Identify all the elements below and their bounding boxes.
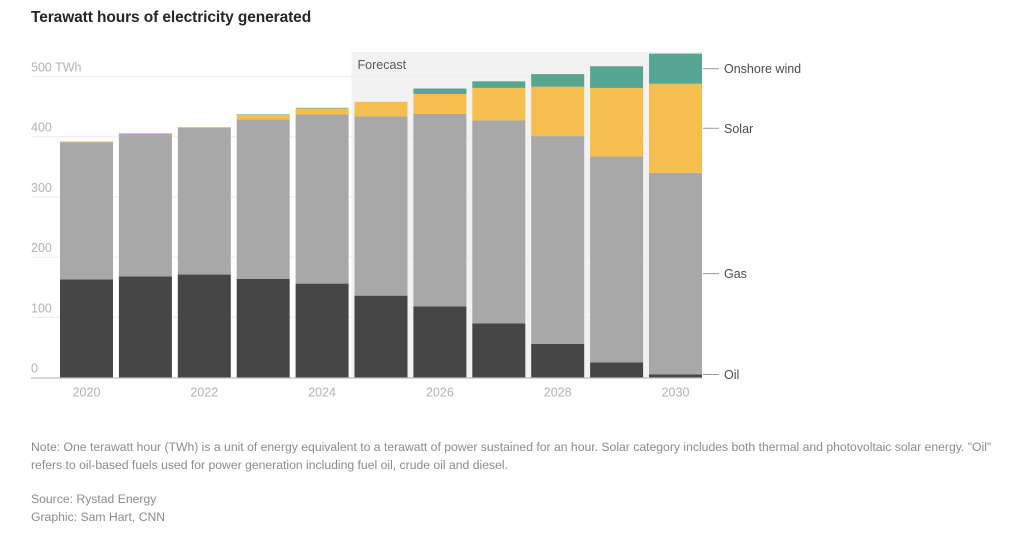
bar-solar-2029: [590, 87, 644, 157]
bar-solar-2030: [649, 83, 702, 173]
y-tick-label: 0: [31, 362, 38, 376]
bar-oil-2026: [413, 306, 467, 378]
source-text: Source: Rystad Energy: [31, 492, 157, 506]
y-tick-label: 300: [31, 181, 52, 195]
bar-gas-2029: [590, 156, 644, 363]
chart-title: Terawatt hours of electricity generated: [31, 9, 312, 26]
bar-stack-2020: [60, 141, 113, 378]
bar-stack-2021: [118, 133, 172, 378]
bar-stack-2023: [236, 114, 290, 378]
forecast-label: Forecast: [358, 58, 407, 72]
y-tick-label: 500 TWh: [31, 61, 82, 75]
bar-onshore-wind-2026: [413, 88, 467, 94]
bar-stack-2024: [295, 107, 349, 378]
bar-onshore-wind-2024: [295, 107, 349, 109]
x-tick-label: 2024: [308, 386, 336, 400]
bar-gas-2026: [413, 113, 467, 307]
bar-oil-2029: [590, 362, 644, 378]
bar-solar-2027: [472, 87, 526, 121]
stacked-bar-chart: Forecast 0 100 200 300 400 500 TWh 2020 2022 202…: [31, 52, 801, 400]
y-tick-label: 400: [31, 121, 52, 135]
x-tick-label: 2022: [190, 386, 218, 400]
bar-solar-2021: [118, 133, 172, 134]
legend-label-gas: Gas: [724, 267, 747, 281]
legend-label-solar: Solar: [724, 122, 753, 136]
bar-solar-2022: [177, 127, 231, 128]
footnote: Note: One terawatt hour (TWh) is a unit …: [31, 440, 992, 472]
bar-gas-2030: [649, 172, 702, 375]
bar-oil-2027: [472, 323, 526, 378]
x-tick-label: 2026: [426, 386, 454, 400]
x-tick-label: 2020: [73, 386, 101, 400]
bar-gas-2023: [236, 119, 290, 279]
y-tick-label: 200: [31, 241, 52, 255]
bar-gas-2024: [295, 114, 349, 284]
bar-oil-2023: [236, 278, 290, 378]
x-tick-label: 2028: [544, 386, 572, 400]
bars: [60, 53, 702, 378]
forecast-band-layer: Forecast: [351, 52, 702, 378]
bar-stack-2026: [413, 88, 467, 378]
bar-oil-2020: [60, 279, 113, 378]
bar-oil-2021: [118, 276, 172, 378]
y-tick-label: 100: [31, 301, 52, 315]
bar-stack-2030: [649, 53, 702, 378]
axes: 0 100 200 300 400 500 TWh 2020 2022 2024 2026 2028…: [31, 61, 702, 400]
bar-oil-2028: [531, 343, 585, 378]
bar-solar-2020: [60, 141, 113, 143]
bar-onshore-wind-2028: [531, 74, 585, 87]
bar-solar-2023: [236, 115, 290, 120]
bar-stack-2027: [472, 81, 526, 378]
legend-label-onshore-wind: Onshore wind: [724, 62, 801, 76]
bar-onshore-wind-2027: [472, 81, 526, 88]
bar-stack-2022: [177, 127, 231, 378]
bar-gas-2028: [531, 136, 585, 344]
bar-oil-2030: [649, 374, 702, 378]
bar-solar-2025: [354, 101, 408, 117]
bar-oil-2024: [295, 283, 349, 378]
bar-oil-2022: [177, 274, 231, 378]
bar-stack-2028: [531, 74, 585, 378]
bar-onshore-wind-2029: [590, 66, 644, 88]
bar-gas-2025: [354, 116, 408, 296]
bar-solar-2028: [531, 86, 585, 137]
source-credit: Source: Rystad Energy Graphic: Sam Hart,…: [31, 490, 165, 526]
bar-onshore-wind-2023: [236, 114, 290, 116]
bar-onshore-wind-2030: [649, 53, 702, 84]
legend: Onshore wind Solar Gas Oil: [703, 62, 801, 382]
bar-stack-2025: [354, 101, 408, 378]
bar-oil-2025: [354, 295, 408, 378]
bar-solar-2026: [413, 93, 467, 114]
bar-gas-2027: [472, 120, 526, 324]
legend-label-oil: Oil: [724, 368, 739, 382]
bar-solar-2024: [295, 108, 349, 115]
bar-gas-2022: [177, 127, 231, 275]
bar-stack-2029: [590, 66, 644, 378]
bar-gas-2020: [60, 142, 113, 280]
bar-gas-2021: [118, 133, 172, 277]
forecast-band: [351, 52, 702, 378]
graphic-credit: Graphic: Sam Hart, CNN: [31, 510, 166, 524]
x-tick-label: 2030: [662, 386, 690, 400]
